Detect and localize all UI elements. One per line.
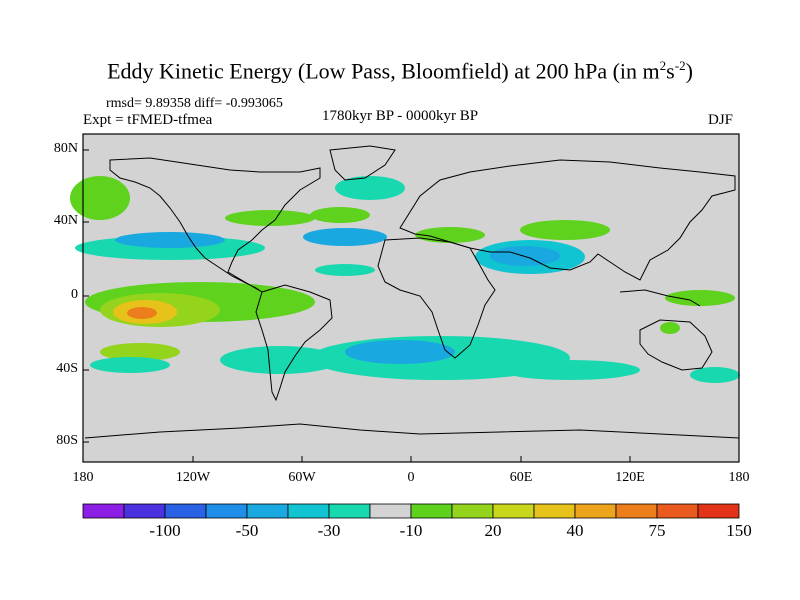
anomaly-s-pacific-pos [100,343,180,361]
anomaly-s-indian-neg [500,360,640,380]
anomaly-s-pacific-neg [90,357,170,373]
colorbar-label: 40 [566,521,584,540]
anomaly-tropical-atl-neg [315,264,375,276]
coastline-indonesia [619,289,701,307]
map-panel [70,133,740,463]
lon-tick-label: 60E [509,470,533,485]
colorbar-swatch [164,503,207,519]
colorbar-swatch [82,503,125,519]
colorbar-label: -30 [317,521,341,540]
axis-ticks [82,149,740,462]
anomaly-asia-pos [520,220,610,240]
colorbar-swatch [123,503,166,519]
anomaly-s-atlantic-neg-core [345,340,455,364]
colorbar-label: -10 [399,521,423,540]
coastlines [84,145,740,439]
lon-tick-label: 120W [175,470,211,485]
colorbar-swatch [533,503,576,519]
colorbar-swatch [697,503,740,519]
lon-tick-label: 120E [615,470,645,485]
colorbar-label: -100 [149,521,181,540]
anomaly-north-pacific-west [70,176,130,220]
lat-tick-label: 80S [56,433,78,448]
lat-tick-label: 80N [53,141,78,156]
lat-tick-label: 40S [56,361,78,376]
colorbar-swatch [369,503,412,519]
anomaly-eq-pacific-peak [127,307,157,319]
anomaly-n-america-pos [225,210,315,226]
colorbar-swatch [492,503,535,519]
anomaly-fills [70,176,740,383]
colorbar-label: 20 [484,521,502,540]
colorbar-swatch [451,503,494,519]
colorbar-label: 75 [648,521,666,540]
plot-title: Eddy Kinetic Energy (Low Pass, Bloomfiel… [107,58,693,84]
lon-tick-label: 180 [728,470,750,485]
colorbar-swatch [574,503,617,519]
coastline-south-america [255,284,333,402]
anomaly-s-america-neg [220,346,340,374]
colorbar-swatch [287,503,330,519]
anomaly-east-pacific-neg2 [115,232,225,248]
colorbar-swatch [328,503,371,519]
stats-text: rmsd= 9.89358 diff= -0.993065 [106,96,283,111]
anomaly-australia-south-neg [690,367,740,383]
lon-tick-label: 180 [72,470,94,485]
period-label: 1780kyr BP - 0000kyr BP [322,108,479,124]
anomaly-europe-pos [415,227,485,243]
lat-tick-label: 40N [53,213,78,228]
anomaly-n-atlantic-neg [303,228,387,246]
colorbar-swatch [410,503,453,519]
colorbar-swatch [246,503,289,519]
experiment-label: Expt = tFMED-tfmea [83,112,213,128]
colorbar-swatch [205,503,248,519]
coastline-antarctica [84,423,740,439]
colorbar-swatch [656,503,699,519]
anomaly-arctic-neg [335,176,405,200]
coastline-greenland [329,145,396,181]
colorbar-label: 150 [726,521,752,540]
coastline-eurasia [399,159,736,281]
lon-tick-label: 0 [407,470,415,485]
coastline-australia [639,319,713,371]
season-label: DJF [708,112,734,128]
colorbar [82,503,740,519]
lat-tick-label: 0 [71,287,78,302]
colorbar-swatch [615,503,658,519]
colorbar-label: -50 [235,521,259,540]
anomaly-n-atlantic-pos [310,207,370,223]
anomaly-w-pacific-pos [665,290,735,306]
anomaly-australia-pos [660,322,680,334]
coastline-north-america [109,157,321,293]
lon-tick-label: 60W [288,470,316,485]
